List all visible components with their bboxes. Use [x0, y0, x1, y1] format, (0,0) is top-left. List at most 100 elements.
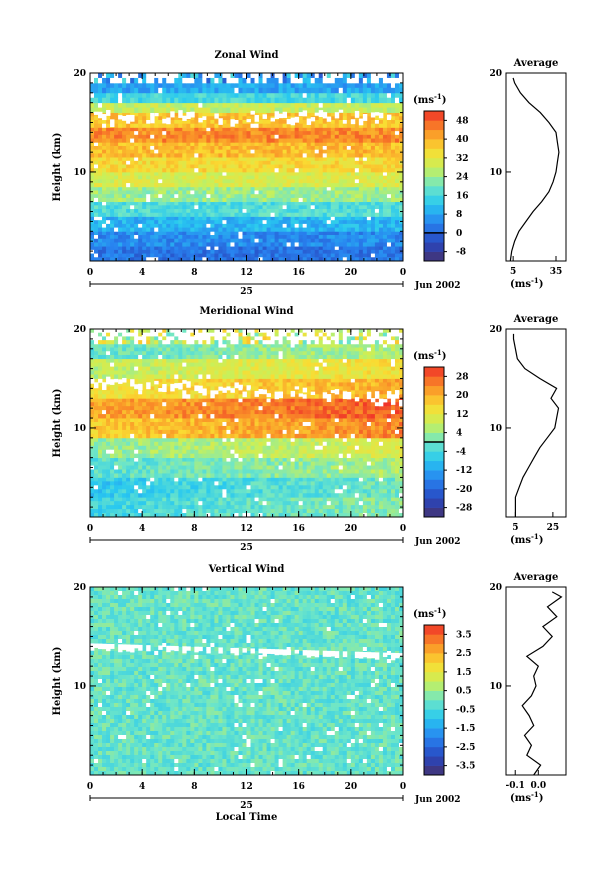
heatmap-cell — [198, 168, 202, 172]
heatmap-cell — [242, 228, 246, 232]
heatmap-cell — [106, 161, 110, 165]
heatmap-cell — [186, 142, 190, 146]
heatmap-cell — [126, 172, 130, 176]
heatmap-cell — [98, 73, 102, 78]
heatmap-cell — [247, 485, 251, 489]
heatmap-cell — [319, 246, 323, 250]
heatmap-cell — [182, 153, 186, 157]
heatmap-cell — [230, 209, 234, 213]
heatmap-cell — [379, 146, 383, 150]
heatmap-cell — [363, 103, 367, 108]
heatmap-cell — [102, 88, 106, 93]
heatmap-cell — [347, 168, 351, 172]
heatmap-cell — [383, 142, 387, 146]
heatmap-cell — [295, 202, 299, 206]
heatmap-cell — [383, 139, 387, 143]
heatmap-cell — [138, 108, 142, 113]
heatmap-cell — [114, 127, 118, 131]
heatmap-cell — [335, 501, 339, 505]
heatmap-cell — [206, 150, 210, 154]
heatmap-cell — [267, 493, 271, 497]
heatmap-cell — [158, 183, 162, 187]
heatmap-cell — [287, 224, 291, 228]
heatmap-cell — [162, 250, 166, 254]
heatmap-cell — [122, 165, 126, 169]
heatmap-cell — [255, 458, 259, 462]
heatmap-cell — [226, 462, 230, 466]
heatmap-cell — [114, 150, 118, 154]
heatmap-cell — [319, 505, 323, 509]
heatmap-cell — [327, 103, 331, 108]
heatmap-cell — [130, 179, 134, 183]
heatmap-cell — [114, 120, 118, 124]
heatmap-cell — [351, 135, 355, 139]
heatmap-cell — [339, 142, 343, 146]
heatmap-cell — [130, 161, 134, 165]
heatmap-cell — [146, 179, 150, 183]
heatmap-cell — [299, 228, 303, 232]
heatmap-cell — [222, 458, 226, 462]
heatmap-cell — [343, 179, 347, 183]
heatmap-cell — [90, 501, 94, 505]
heatmap-cell — [291, 493, 295, 497]
heatmap-cell — [271, 228, 275, 232]
heatmap-cell — [259, 202, 263, 206]
heatmap-cell — [363, 205, 367, 209]
heatmap-cell — [94, 198, 98, 202]
heatmap-cell — [242, 88, 246, 93]
heatmap-cell — [323, 194, 327, 198]
heatmap-cell — [194, 183, 198, 187]
heatmap-cell — [323, 103, 327, 108]
heatmap-cell — [142, 83, 146, 88]
heatmap-cell — [118, 231, 122, 235]
heatmap-cell — [226, 489, 230, 493]
heatmap-cell — [387, 124, 391, 128]
heatmap-cell — [379, 73, 383, 78]
heatmap-cell — [114, 108, 118, 113]
heatmap-cell — [142, 120, 146, 124]
heatmap-cell — [134, 116, 138, 120]
heatmap-cell — [122, 246, 126, 250]
heatmap-cell — [391, 246, 395, 250]
heatmap-cell — [267, 98, 271, 103]
data-gap — [359, 119, 363, 126]
heatmap-cell — [363, 142, 367, 146]
heatmap-cell — [319, 146, 323, 150]
heatmap-cell — [271, 462, 275, 466]
heatmap-cell — [126, 239, 130, 243]
heatmap-cell — [106, 509, 110, 513]
heatmap-cell — [214, 501, 218, 505]
heatmap-cell — [363, 88, 367, 93]
heatmap-cell — [387, 108, 391, 113]
heatmap-cell — [158, 98, 162, 103]
heatmap-cell — [118, 73, 122, 78]
heatmap-cell — [315, 127, 319, 131]
heatmap-cell — [154, 161, 158, 165]
heatmap-cell — [122, 458, 126, 462]
heatmap-cell — [291, 142, 295, 146]
heatmap-cell — [206, 187, 210, 191]
heatmap-cell — [355, 198, 359, 202]
heatmap-cell — [343, 194, 347, 198]
heatmap-cell — [94, 146, 98, 150]
heatmap-cell — [339, 489, 343, 493]
heatmap-cell — [343, 216, 347, 220]
heatmap-cell — [182, 228, 186, 232]
heatmap-cell — [275, 153, 279, 157]
heatmap-cell — [351, 93, 355, 98]
heatmap-cell — [170, 98, 174, 103]
heatmap-cell — [182, 485, 186, 489]
heatmap-cell — [291, 254, 295, 258]
heatmap-cell — [206, 113, 210, 117]
heatmap-cell — [307, 88, 311, 93]
heatmap-cell — [255, 161, 259, 165]
heatmap-cell — [186, 120, 190, 124]
heatmap-cell — [339, 216, 343, 220]
heatmap-cell — [387, 183, 391, 187]
heatmap-cell — [271, 209, 275, 213]
heatmap-cell — [98, 489, 102, 493]
heatmap-cell — [198, 131, 202, 135]
heatmap-cell — [126, 466, 130, 470]
heatmap-cell — [303, 131, 307, 135]
heatmap-cell — [263, 183, 267, 187]
